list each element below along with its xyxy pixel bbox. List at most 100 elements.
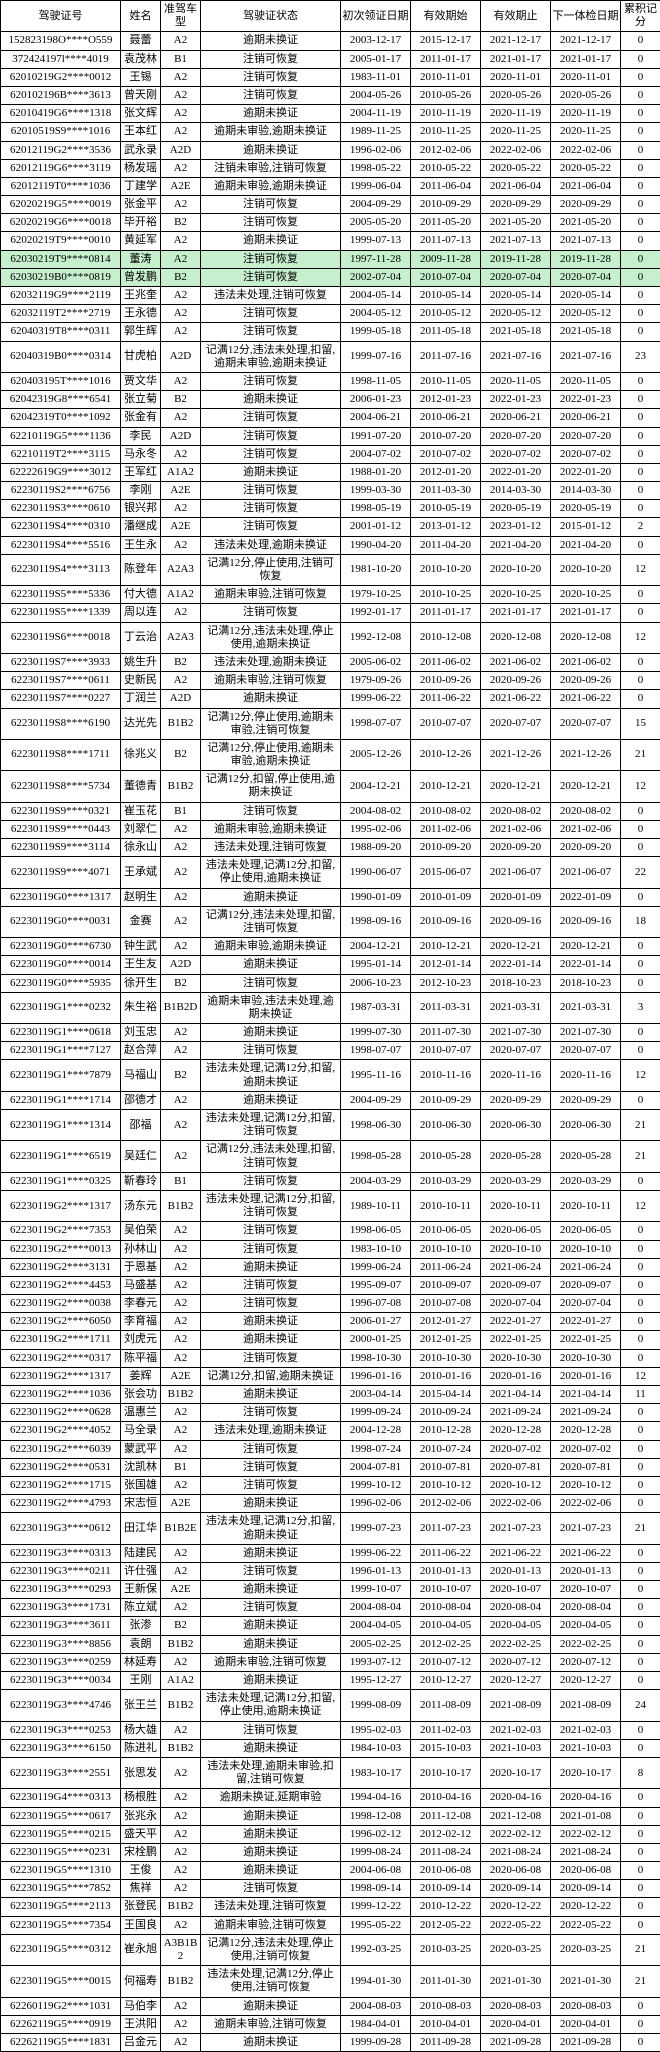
- cell: 记满12分,违法未处理,停止使用,注销可恢复: [201, 1934, 341, 1965]
- cell: 2020-06-21: [551, 409, 621, 427]
- cell: 62230119S6****0018: [1, 622, 121, 653]
- cell: 2010-07-02: [411, 445, 481, 463]
- cell: 2011-01-30: [411, 1966, 481, 1997]
- cell: 2022-01-25: [481, 1331, 551, 1349]
- cell: 违法未处理,注销可恢复: [201, 839, 341, 857]
- cell: 62230119S9****4071: [1, 857, 121, 888]
- cell: 违法未处理,记满12分,扣留,逾期未换证: [201, 1513, 341, 1544]
- cell: 2022-01-20: [481, 463, 551, 481]
- cell: 0: [621, 2033, 660, 2051]
- cell: 2011-05-20: [411, 214, 481, 232]
- cell: 2004-03-29: [341, 1172, 411, 1190]
- cell: 62230119G2****4793: [1, 1495, 121, 1513]
- table-row: 62230119G2****0013孙林山A2注销可恢复1983-10-1020…: [1, 1240, 660, 1258]
- cell: 李刚: [121, 482, 161, 500]
- table-row: 62030219B0****0819曾发鹏B2注销可恢复2002-07-0420…: [1, 268, 660, 286]
- cell: 2010-12-21: [411, 771, 481, 802]
- cell: 2020-04-16: [481, 1789, 551, 1807]
- cell: 逾期未换证: [201, 690, 341, 708]
- col-header-3: 驾驶证状态: [201, 1, 341, 32]
- cell: 2010-03-25: [411, 1934, 481, 1965]
- cell: 2020-08-02: [481, 802, 551, 820]
- table-row: 62230119G1****0618刘玉忠A2逾期未换证1999-07-3020…: [1, 1024, 660, 1042]
- cell: 袁朗: [121, 1635, 161, 1653]
- cell: 62230119G4****0313: [1, 1789, 121, 1807]
- cell: 张立菊: [121, 391, 161, 409]
- table-row: 62230119G0****6730钟生武A2逾期未审验,逾期未换证2004-1…: [1, 938, 660, 956]
- cell: A2: [161, 159, 201, 177]
- cell: 62230119S9****0321: [1, 802, 121, 820]
- cell: 0: [621, 1258, 660, 1276]
- cell: A2: [161, 123, 201, 141]
- cell: A2D: [161, 341, 201, 372]
- cell: 1998-10-30: [341, 1349, 411, 1367]
- cell: 620403195T****1016: [1, 372, 121, 390]
- cell: 2020-04-05: [551, 1617, 621, 1635]
- cell: 2010-05-14: [411, 287, 481, 305]
- cell: B1B2: [161, 708, 201, 739]
- cell: 2020-06-05: [481, 1222, 551, 1240]
- cell: 2020-10-25: [481, 586, 551, 604]
- table-row: 62230119S9****4071王承斌A2违法未处理,记满12分,扣留,停止…: [1, 857, 660, 888]
- cell: 逾期未换证: [201, 888, 341, 906]
- cell: 马福山: [121, 1060, 161, 1091]
- cell: 1979-09-26: [341, 672, 411, 690]
- cell: 2022-01-25: [551, 1331, 621, 1349]
- cell: 2020-05-28: [481, 1141, 551, 1172]
- cell: 2020-07-04: [481, 1295, 551, 1313]
- cell: 2001-01-12: [341, 518, 411, 536]
- cell: 0: [621, 123, 660, 141]
- cell: A2: [161, 1997, 201, 2015]
- cell: 丁建学: [121, 177, 161, 195]
- cell: A2: [161, 1404, 201, 1422]
- cell: 赵明生: [121, 888, 161, 906]
- cell: A2: [161, 1916, 201, 1934]
- cell: 崔永旭: [121, 1934, 161, 1965]
- cell: 1983-11-01: [341, 68, 411, 86]
- cell: 62230119G3****0259: [1, 1653, 121, 1671]
- cell: 2010-07-07: [411, 1042, 481, 1060]
- cell: 逾期未换证: [201, 1862, 341, 1880]
- cell: 62032119T2****2719: [1, 305, 121, 323]
- cell: 2004-07-02: [341, 445, 411, 463]
- cell: 吴廷仁: [121, 1141, 161, 1172]
- cell: 2021-07-23: [481, 1513, 551, 1544]
- table-row: 62230119G1****6519吴廷仁A2记满12分,违法未处理,扣留,注销…: [1, 1141, 660, 1172]
- cell: 徐永山: [121, 839, 161, 857]
- cell: 62230119G2****1715: [1, 1476, 121, 1494]
- cell: 2010-11-05: [411, 372, 481, 390]
- cell: 0: [621, 1807, 660, 1825]
- cell: 62230119G2****1317: [1, 1367, 121, 1385]
- cell: 逾期未审验,违法未处理,逾期未换证: [201, 992, 341, 1023]
- cell: 于恩基: [121, 1258, 161, 1276]
- cell: 1996-01-13: [341, 1562, 411, 1580]
- cell: 2021-12-08: [481, 1807, 551, 1825]
- table-row: 62230119S5****1339周以连A2注销可恢复1992-01-1720…: [1, 604, 660, 622]
- cell: 2020-05-12: [481, 305, 551, 323]
- cell: 马伯李: [121, 1997, 161, 2015]
- cell: 1999-05-18: [341, 323, 411, 341]
- cell: 2020-12-22: [551, 1898, 621, 1916]
- cell: 2004-06-08: [341, 1862, 411, 1880]
- cell: 毕开裕: [121, 214, 161, 232]
- cell: 0: [621, 159, 660, 177]
- cell: 2010-07-81: [411, 1458, 481, 1476]
- cell: 2021-01-17: [481, 50, 551, 68]
- cell: 0: [621, 1672, 660, 1690]
- cell: 1989-10-11: [341, 1190, 411, 1221]
- cell: 金赛: [121, 906, 161, 937]
- cell: 2004-04-05: [341, 1617, 411, 1635]
- cell: 宋栓鹏: [121, 1843, 161, 1861]
- cell: 62230119S7****3933: [1, 653, 121, 671]
- cell: 2020-09-07: [481, 1276, 551, 1294]
- cell: 2020-07-20: [481, 427, 551, 445]
- cell: 2020-03-25: [481, 1934, 551, 1965]
- cell: 0: [621, 68, 660, 86]
- cell: 2023-01-12: [481, 518, 551, 536]
- cell: 62012119T0****1036: [1, 177, 121, 195]
- cell: 1993-07-12: [341, 1653, 411, 1671]
- cell: 2020-10-17: [481, 1757, 551, 1788]
- cell: 2022-02-12: [551, 1825, 621, 1843]
- cell: 2011-09-28: [411, 2033, 481, 2051]
- cell: 1998-11-05: [341, 372, 411, 390]
